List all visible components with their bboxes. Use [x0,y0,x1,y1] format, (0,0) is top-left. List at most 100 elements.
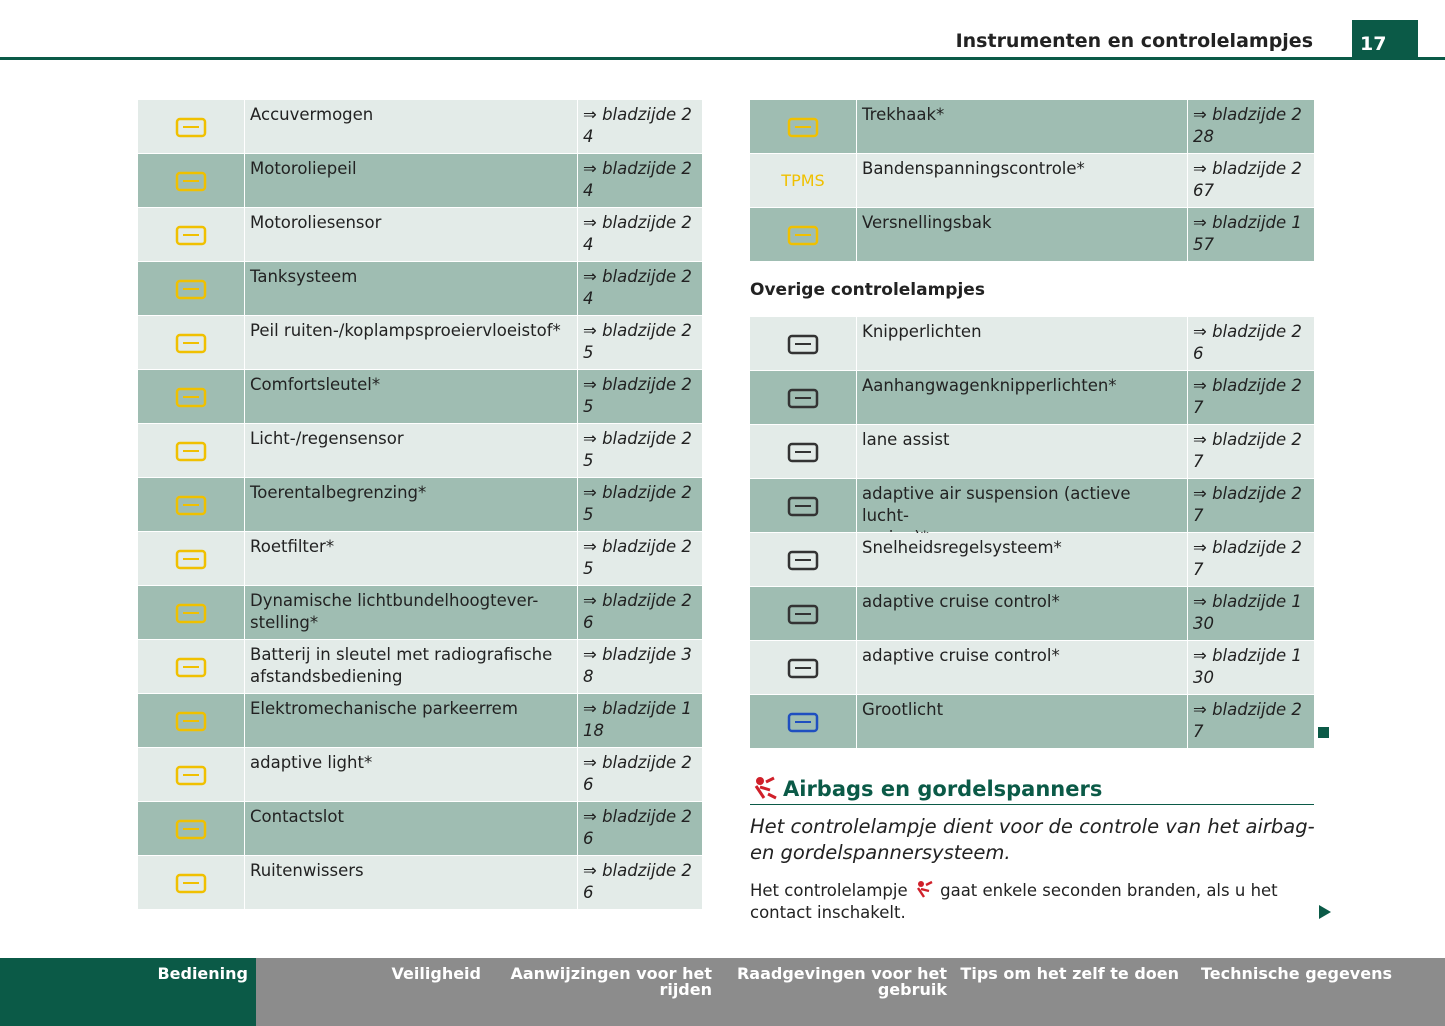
warning-icon [175,441,207,461]
nav-tab[interactable]: Veiligheid [261,958,489,1026]
page-ref: ⇒ bladzijde 2 7 [1193,376,1302,417]
icon-cell [138,856,245,909]
table-row: Motoroliepeil ⇒ bladzijde 2 4 [138,154,702,207]
table-row: Batterij in sleutel met radiografische a… [138,640,702,693]
warning-icon [787,334,819,354]
page-ref: ⇒ bladzijde 2 5 [583,429,692,470]
icon-cell [138,208,245,261]
page-ref: ⇒ bladzijde 2 5 [583,375,692,416]
page-ref: ⇒ bladzijde 1 30 [1193,646,1302,687]
nav-tab[interactable]: Raadgevingen voor het gebruik [726,958,955,1026]
page-ref: ⇒ bladzijde 1 57 [1193,213,1302,254]
page-ref: ⇒ bladzijde 2 4 [583,267,692,308]
section-title: Airbags en gordelspanners [783,777,1103,801]
page-ref: ⇒ bladzijde 2 7 [1193,430,1302,471]
table-row: adaptive cruise control* ⇒ bladzijde 1 30 [750,587,1314,640]
icon-cell [138,748,245,801]
next-arrow [1319,905,1331,919]
table-row: Peil ruiten-/koplampsproeiervloeistof* ⇒ … [138,316,702,369]
page-ref: ⇒ bladzijde 3 8 [583,645,692,686]
warning-icon [175,819,207,839]
row-label: adaptive light* [245,748,578,801]
icon-cell [138,640,245,693]
page-ref: ⇒ bladzijde 2 5 [583,321,692,362]
warning-icon [787,550,819,570]
icon-cell [138,100,245,153]
icon-cell [750,425,857,478]
table-row: Elektromechanische parkeerrem ⇒ bladzijde… [138,694,702,747]
row-label: adaptive air suspension (actieve lucht- … [857,479,1188,547]
icon-cell [750,641,857,694]
table-row: adaptive air suspension (actieve lucht- … [750,479,1314,547]
icon-cell [138,802,245,855]
nav-tab[interactable]: Bediening [0,958,256,1026]
page-ref: ⇒ bladzijde 1 18 [583,699,692,740]
warning-icon [175,279,207,299]
page-ref: ⇒ bladzijde 2 6 [1193,322,1302,363]
warning-icon [175,873,207,893]
table-row: Comfortsleutel* ⇒ bladzijde 2 5 [138,370,702,423]
table-row: Trekhaak* ⇒ bladzijde 2 28 [750,100,1314,153]
row-label: Peil ruiten-/koplampsproeiervloeistof* [245,316,578,369]
row-label: Elektromechanische parkeerrem [245,694,578,747]
table-row: adaptive cruise control* ⇒ bladzijde 1 30 [750,641,1314,694]
section-body: Het controlelampje gaat enkele seconden … [750,880,1310,924]
icon-cell [750,317,857,370]
section-rule [750,804,1314,805]
icon-cell [138,262,245,315]
row-label: Dynamische lichtbundelhoogtever- stellin… [245,586,578,639]
row-label: adaptive cruise control* [857,587,1188,640]
warning-icon [787,712,819,732]
nav-tab[interactable]: Aanwijzingen voor het rijden [494,958,720,1026]
table-row: Tanksysteem ⇒ bladzijde 2 4 [138,262,702,315]
warning-icon [175,333,207,353]
row-label: Bandenspanningscontrole* [857,154,1188,207]
warning-icon [787,388,819,408]
table-row: Licht-/regensensor ⇒ bladzijde 2 5 [138,424,702,477]
row-label: Trekhaak* [857,100,1188,153]
airbag-inline-icon [916,880,933,898]
nav-tab[interactable]: Technische gegevens [1192,958,1400,1026]
row-label: Snelheidsregelsysteem* [857,533,1188,586]
warning-icon [175,387,207,407]
icon-cell [138,694,245,747]
icon-cell [750,695,857,748]
icon-cell [750,587,857,640]
icon-cell [750,479,857,532]
row-label: Motoroliepeil [245,154,578,207]
section-intro: Het controlelampje dient voor de control… [750,815,1315,864]
airbag-icon [754,776,777,800]
warning-icon [175,171,207,191]
table-row: Roetfilter* ⇒ bladzijde 2 5 [138,532,702,585]
row-label: Roetfilter* [245,532,578,585]
icon-cell [750,208,857,261]
row-label: Accuvermogen [245,100,578,153]
table-row: Versnellingsbak ⇒ bladzijde 1 57 [750,208,1314,261]
table-row: Motoroliesensor ⇒ bladzijde 2 4 [138,208,702,261]
warning-icon [175,495,207,515]
warning-icon [787,496,819,516]
table-row: lane assist ⇒ bladzijde 2 7 [750,425,1314,478]
end-mark [1318,727,1329,738]
warning-icon [175,225,207,245]
warning-icon [787,658,819,678]
table-row: Aanhangwagenknipperlichten* ⇒ bladzijde 2… [750,371,1314,424]
page-number: 17 [1352,20,1418,60]
icon-cell [750,533,857,586]
warning-icon [175,711,207,731]
subheading: Overige controlelampjes [750,280,985,300]
page-ref: ⇒ bladzijde 2 4 [583,213,692,254]
icon-cell [138,424,245,477]
table-row: Toerentalbegrenzing* ⇒ bladzijde 2 5 [138,478,702,531]
table-row: Contactslot ⇒ bladzijde 2 6 [138,802,702,855]
header-title: Instrumenten en controlelampjes [955,30,1313,52]
page-ref: ⇒ bladzijde 2 28 [1193,105,1302,146]
row-label: adaptive cruise control* [857,641,1188,694]
row-label: Comfortsleutel* [245,370,578,423]
table-row: Ruitenwissers ⇒ bladzijde 2 6 [138,856,702,909]
warning-icon [175,657,207,677]
warning-icon [175,117,207,137]
nav-tab[interactable]: Tips om het zelf te doen [960,958,1187,1026]
table-row: adaptive light* ⇒ bladzijde 2 6 [138,748,702,801]
